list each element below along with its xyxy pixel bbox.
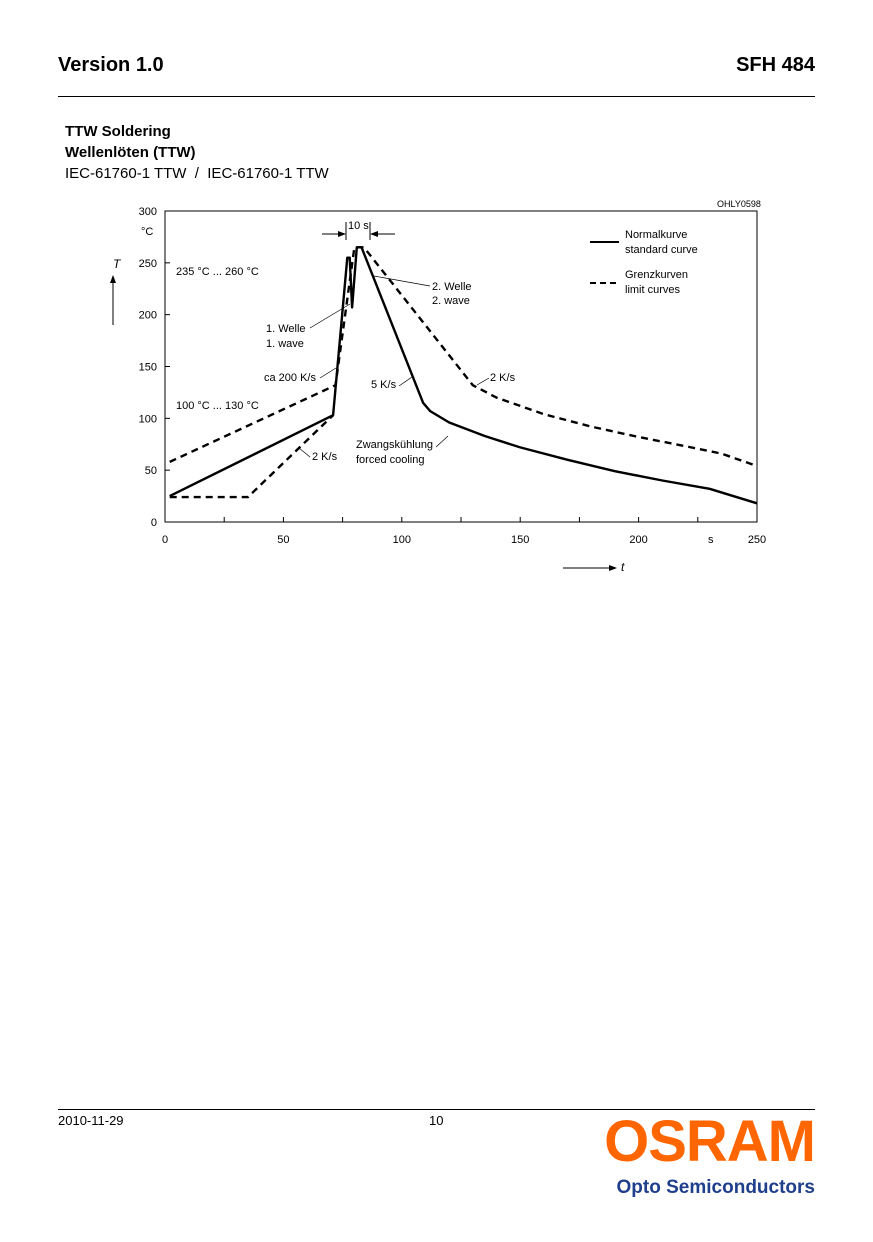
y-tick-label: 100	[139, 413, 157, 425]
x-axis-unit: s	[708, 534, 714, 546]
series-group	[169, 246, 758, 505]
wave2-label-en: 2. wave	[432, 295, 470, 307]
y-axis-ticks: 0 50 100 150 200 250 300	[139, 206, 170, 529]
y-tick-label: 200	[139, 310, 157, 322]
cool-limit-leader	[476, 377, 490, 386]
section-subtitle: IEC-61760-1 TTW / IEC-61760-1 TTW	[65, 165, 329, 182]
cool-limit-label: 2 K/s	[490, 372, 516, 384]
y-axis-title: T	[113, 257, 122, 271]
wave2-label-de: 2. Welle	[432, 281, 472, 293]
figure-id: OHLY0598	[717, 199, 761, 209]
page-number: 10	[429, 1113, 444, 1128]
forced-cooling-label-de: Zwangskühlung	[356, 439, 433, 451]
wave1-label-en: 1. wave	[266, 338, 304, 350]
cool-std-leader	[398, 376, 413, 387]
wave2-leader	[373, 275, 431, 287]
x-axis-ticks: 0 50 100 150 200 250	[162, 517, 766, 546]
ramp-up-label: ca 200 K/s	[264, 372, 316, 384]
header-divider	[58, 96, 815, 97]
x-tick-label: 250	[748, 534, 766, 546]
x-tick-label: 200	[629, 534, 647, 546]
legend-label-limit: Grenzkurven	[625, 269, 688, 281]
osram-logo: OSRAM	[604, 1109, 816, 1174]
y-tick-label: 250	[139, 258, 157, 270]
series-limit-curve-1	[169, 246, 758, 468]
section-title: TTW Soldering	[65, 123, 171, 140]
legend-label-normal-en: standard curve	[625, 244, 698, 256]
cool-std-label: 5 K/s	[371, 379, 397, 391]
window-label: 10 s	[348, 220, 369, 232]
part-number: SFH 484	[736, 54, 815, 76]
y-tick-label: 150	[139, 362, 157, 374]
y-tick-label: 300	[139, 206, 157, 218]
forced-cooling-leader	[435, 435, 449, 448]
x-axis-title: t	[621, 560, 625, 574]
y-tick-label: 50	[145, 465, 157, 477]
ramp-up-leader	[319, 367, 337, 379]
x-tick-label: 150	[511, 534, 529, 546]
footer-divider	[58, 1109, 815, 1110]
section-title-german: Wellenlöten (TTW)	[65, 144, 196, 161]
wave1-leader	[309, 303, 351, 329]
plot-frame	[164, 210, 758, 523]
legend-label-normal: Normalkurve	[625, 229, 687, 241]
forced-cooling-label-en: forced cooling	[356, 454, 425, 466]
heat-limit-leader	[298, 447, 311, 458]
y-axis-unit: °C	[141, 226, 153, 238]
document-version: Version 1.0	[58, 54, 164, 76]
x-tick-label: 50	[277, 534, 289, 546]
series-limit-curve-2	[169, 414, 334, 499]
x-tick-label: 100	[393, 534, 411, 546]
osram-division: Opto Semiconductors	[616, 1177, 815, 1198]
x-tick-label: 0	[162, 534, 168, 546]
footer-date: 2010-11-29	[58, 1113, 124, 1128]
wave1-label-de: 1. Welle	[266, 323, 306, 335]
series-standard-curve	[169, 246, 758, 505]
legend-label-limit-en: limit curves	[625, 284, 681, 296]
heat-limit-label: 2 K/s	[312, 451, 338, 463]
peak-range-label: 235 °C ... 260 °C	[176, 266, 259, 278]
preheat-range-label: 100 °C ... 130 °C	[176, 400, 259, 412]
y-tick-label: 0	[151, 517, 157, 529]
